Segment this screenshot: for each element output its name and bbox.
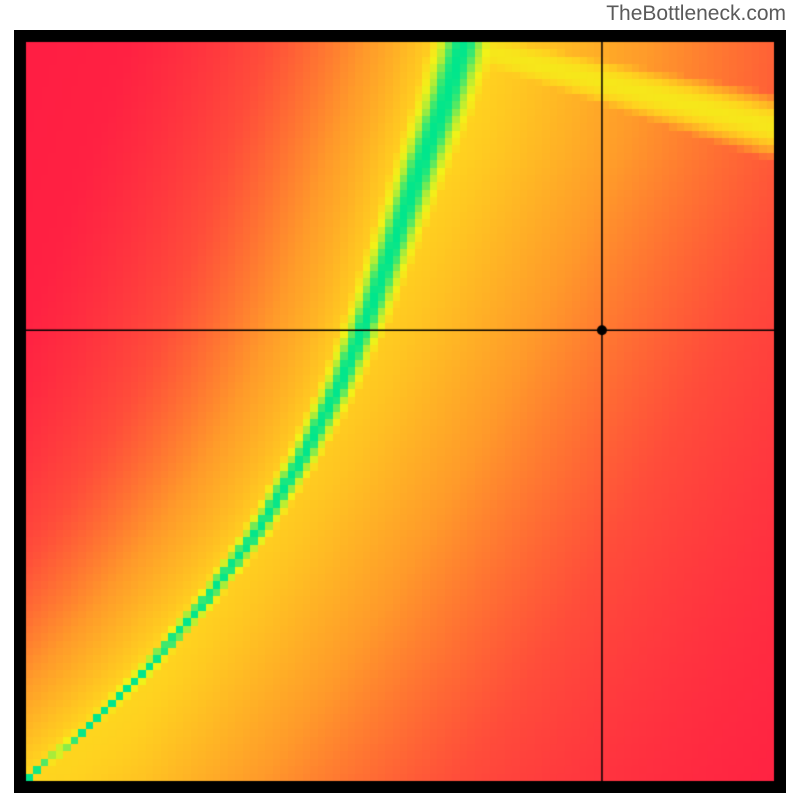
chart-container: TheBottleneck.com <box>0 0 800 800</box>
bottleneck-heatmap <box>14 30 786 793</box>
watermark-text: TheBottleneck.com <box>606 2 786 26</box>
